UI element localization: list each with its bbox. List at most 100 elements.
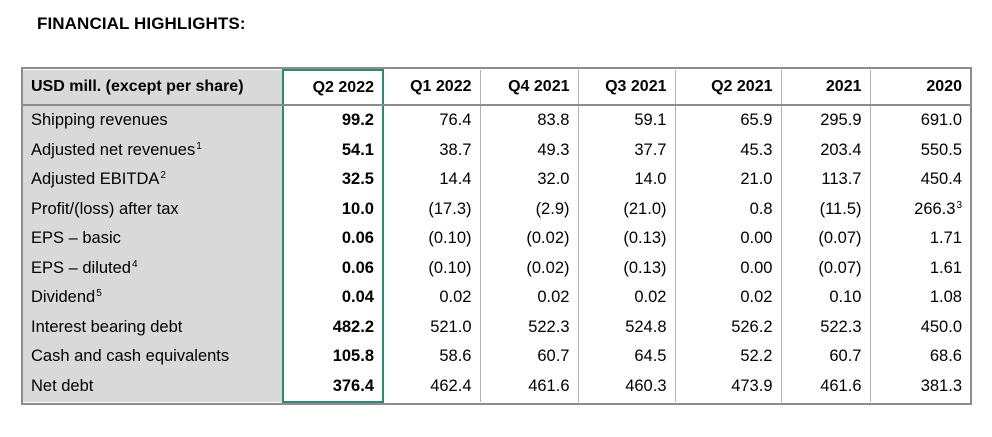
footnote-marker: 5 bbox=[96, 288, 102, 300]
column-header-q2-2022: Q2 2022 bbox=[282, 69, 384, 106]
cell-value: 64.5 bbox=[634, 347, 667, 366]
footnote-marker: 1 bbox=[196, 140, 202, 152]
table-cell: (0.02) bbox=[480, 224, 579, 254]
table-cell: 521.0 bbox=[383, 312, 481, 342]
cell-value: (0.13) bbox=[623, 229, 667, 248]
table-cell: 54.1 bbox=[282, 135, 384, 165]
table-cell: (0.13) bbox=[578, 224, 676, 254]
cell-value: 521.0 bbox=[430, 317, 472, 336]
cell-value: 1.08 bbox=[929, 288, 962, 307]
table-cell: 0.02 bbox=[383, 283, 481, 313]
cell-value: 105.8 bbox=[332, 347, 374, 366]
cell-value: 0.00 bbox=[740, 229, 773, 248]
table-cell: 0.04 bbox=[282, 283, 384, 313]
table-cell: 266.33 bbox=[870, 195, 970, 225]
row-label-text: Shipping revenues bbox=[31, 111, 168, 130]
table-cell: 473.9 bbox=[675, 371, 782, 402]
row-label-text: Interest bearing debt bbox=[31, 317, 183, 336]
cell-value: 60.7 bbox=[537, 347, 570, 366]
cell-value: 68.6 bbox=[929, 347, 962, 366]
table-cell: 0.00 bbox=[675, 253, 782, 283]
row-label: Profit/(loss) after tax bbox=[23, 194, 284, 224]
table-cell: 460.3 bbox=[578, 371, 676, 402]
table-cell: 65.9 bbox=[675, 105, 782, 136]
table-cell: 522.3 bbox=[781, 312, 871, 342]
table-cell: 0.02 bbox=[480, 283, 579, 313]
cell-value: 550.5 bbox=[920, 140, 962, 159]
table-cell: 691.0 bbox=[870, 105, 970, 136]
cell-value: 32.0 bbox=[537, 170, 570, 189]
table-cell: (11.5) bbox=[781, 194, 871, 224]
cell-value: 54.1 bbox=[341, 140, 374, 159]
table-row: Profit/(loss) after tax 10.0 (17.3) (2.9) (2… bbox=[23, 194, 970, 225]
cell-value: 14.0 bbox=[634, 170, 667, 189]
cell-value: (0.02) bbox=[526, 229, 570, 248]
cell-value: 376.4 bbox=[332, 376, 374, 395]
cell-value: 99.2 bbox=[341, 111, 374, 130]
table-row: Net debt 376.4 462.4 461.6 460.3 473.9 461.6 38… bbox=[23, 371, 970, 403]
financial-highlights-table: USD mill. (except per share) Q2 2022 Q1 … bbox=[21, 67, 972, 405]
table-cell: 64.5 bbox=[578, 342, 676, 372]
table-cell: 99.2 bbox=[282, 105, 384, 136]
table-cell: 14.0 bbox=[578, 165, 676, 195]
cell-value: 526.2 bbox=[731, 317, 773, 336]
cell-value: 0.00 bbox=[740, 258, 773, 277]
table-cell: (21.0) bbox=[578, 194, 676, 224]
table-cell: 37.7 bbox=[578, 135, 676, 165]
cell-value: 65.9 bbox=[740, 111, 773, 130]
row-label-text: Cash and cash equivalents bbox=[31, 347, 230, 366]
cell-value: 60.7 bbox=[829, 347, 862, 366]
cell-value: 113.7 bbox=[821, 170, 862, 189]
cell-value: (0.07) bbox=[818, 258, 862, 277]
table-cell: 76.4 bbox=[383, 105, 481, 136]
table-cell: 0.02 bbox=[675, 283, 782, 313]
cell-value: 32.5 bbox=[341, 170, 374, 189]
cell-value: 522.3 bbox=[528, 317, 570, 336]
table-cell: 38.7 bbox=[383, 135, 481, 165]
cell-value: (0.13) bbox=[623, 258, 667, 277]
table-cell: 10.0 bbox=[282, 194, 384, 224]
cell-value: (0.10) bbox=[428, 258, 472, 277]
table-cell: 14.4 bbox=[383, 165, 481, 195]
cell-value: 0.04 bbox=[341, 288, 374, 307]
column-header-q3-2021: Q3 2021 bbox=[578, 70, 676, 106]
cell-value: 1.71 bbox=[929, 229, 962, 248]
table-cell: 59.1 bbox=[578, 105, 676, 136]
cell-value: 0.02 bbox=[740, 288, 773, 307]
row-label: Net debt bbox=[23, 371, 284, 402]
table-cell: 60.7 bbox=[781, 342, 871, 372]
row-label-text: EPS – diluted bbox=[31, 258, 131, 277]
row-label: Adjusted net revenues1 bbox=[23, 135, 284, 165]
table-cell: 32.5 bbox=[282, 165, 384, 195]
cell-value: 295.9 bbox=[820, 111, 862, 130]
table-cell: 49.3 bbox=[480, 135, 579, 165]
table-cell: 450.4 bbox=[870, 165, 970, 195]
table-row: EPS – diluted4 0.06 (0.10) (0.02) (0.13) 0.00… bbox=[23, 253, 970, 284]
cell-value: 522.3 bbox=[820, 317, 862, 336]
cell-value: 14.4 bbox=[439, 170, 472, 189]
table-cell: 1.61 bbox=[870, 254, 970, 284]
cell-value: 691.0 bbox=[920, 111, 962, 130]
table-header-row: USD mill. (except per share) Q2 2022 Q1 … bbox=[23, 69, 970, 106]
cell-value: 83.8 bbox=[537, 111, 570, 130]
cell-value: (0.07) bbox=[818, 229, 862, 248]
cell-value: (2.9) bbox=[535, 199, 570, 218]
table-row: EPS – basic 0.06 (0.10) (0.02) (0.13) 0.00 (0.… bbox=[23, 224, 970, 254]
table-cell: 0.06 bbox=[282, 253, 384, 283]
table-cell: 295.9 bbox=[781, 105, 871, 136]
page-title: FINANCIAL HIGHLIGHTS: bbox=[37, 14, 246, 33]
footnote-marker: 2 bbox=[160, 170, 166, 182]
table-cell: 1.08 bbox=[870, 283, 970, 313]
cell-value: 0.10 bbox=[829, 288, 862, 307]
row-label-text: Dividend bbox=[31, 288, 96, 307]
cell-value: (0.02) bbox=[526, 258, 570, 277]
table-row: Dividend5 0.04 0.02 0.02 0.02 0.02 0.10 1.08 bbox=[23, 283, 970, 313]
table-cell: 0.10 bbox=[781, 283, 871, 313]
cell-value: 10.0 bbox=[341, 199, 374, 218]
row-label: Cash and cash equivalents bbox=[23, 342, 284, 372]
table-cell: (0.07) bbox=[781, 253, 871, 283]
cell-value: 0.8 bbox=[749, 199, 773, 218]
cell-value: 0.06 bbox=[341, 258, 374, 277]
table-cell: (0.02) bbox=[480, 253, 579, 283]
table-row: Adjusted EBITDA2 32.5 14.4 32.0 14.0 21.0 113.… bbox=[23, 165, 970, 195]
